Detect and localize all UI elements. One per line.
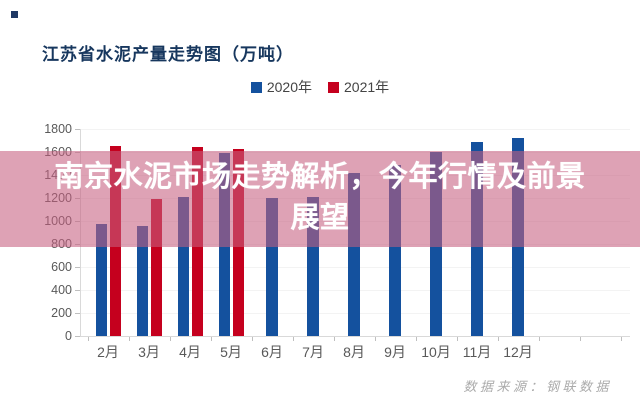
- headline-line-1: 南京水泥市场走势解析，今年行情及前景: [54, 161, 586, 193]
- x-tick-6: [333, 337, 335, 341]
- y-axis-label-200: 200: [51, 306, 72, 320]
- x-axis-label-4月: 4月: [179, 344, 201, 360]
- headline-line-2: 展望: [290, 202, 350, 234]
- x-tick-3: [210, 337, 212, 341]
- brand-square-icon: [11, 11, 18, 18]
- x-tick-11: [538, 337, 540, 341]
- x-axis-line: [80, 336, 630, 337]
- x-tick-2: [169, 337, 171, 341]
- y-tick-0: [75, 336, 80, 337]
- y-tick-400: [75, 290, 80, 291]
- chart-legend: 2020年 2021年: [0, 79, 640, 95]
- x-tick-7: [374, 337, 376, 341]
- legend-item-2021年: 2021年: [328, 77, 389, 97]
- x-tick-0: [87, 337, 89, 341]
- x-tick-4: [251, 337, 253, 341]
- bar-2020年-3月: [137, 225, 148, 336]
- legend-swatch-icon: [250, 81, 262, 93]
- legend-label: 2020年: [266, 79, 312, 95]
- y-tick-1800: [75, 129, 80, 130]
- x-axis-label-5月: 5月: [220, 344, 242, 360]
- x-axis-label-8月: 8月: [343, 344, 365, 360]
- x-axis-label-9月: 9月: [384, 344, 406, 360]
- y-axis-label-0: 0: [65, 329, 72, 343]
- bar-2021年-3月: [151, 199, 162, 336]
- y-axis-label-1800: 1800: [44, 122, 72, 136]
- data-source-watermark: 数据来源：钢联数据: [463, 380, 612, 395]
- y-tick-600: [75, 267, 80, 268]
- x-tick-5: [292, 337, 294, 341]
- x-tick-8: [415, 337, 417, 341]
- y-axis-label-600: 600: [51, 260, 72, 274]
- y-tick-200: [75, 313, 80, 314]
- x-tick-1: [128, 337, 130, 341]
- gridline-1800: [80, 129, 630, 130]
- headline-banner: 南京水泥市场走势解析，今年行情及前景 展望: [0, 151, 640, 247]
- x-tick-12: [579, 337, 581, 341]
- x-tick-9: [456, 337, 458, 341]
- chart-title: 江苏省水泥产量走势图（万吨）: [42, 45, 294, 65]
- bar-2020年-4月: [178, 196, 189, 336]
- x-axis-label-3月: 3月: [138, 344, 160, 360]
- x-axis-label-12月: 12月: [503, 344, 533, 360]
- headline-text: 南京水泥市场走势解析，今年行情及前景 展望: [20, 157, 620, 239]
- legend-swatch-icon: [328, 81, 339, 93]
- x-axis-label-2月: 2月: [97, 344, 119, 360]
- x-axis-label-11月: 11月: [462, 344, 492, 360]
- x-axis-label-10月: 10月: [421, 344, 451, 360]
- x-axis-label-6月: 6月: [261, 344, 283, 360]
- bar-2020年-2月: [96, 224, 107, 336]
- x-tick-10: [497, 337, 499, 341]
- x-axis-label-7月: 7月: [302, 344, 324, 360]
- y-axis-label-400: 400: [51, 283, 72, 297]
- x-tick-13: [620, 337, 622, 341]
- legend-item-2020年: 2020年: [250, 77, 312, 97]
- legend-label: 2021年: [344, 79, 390, 95]
